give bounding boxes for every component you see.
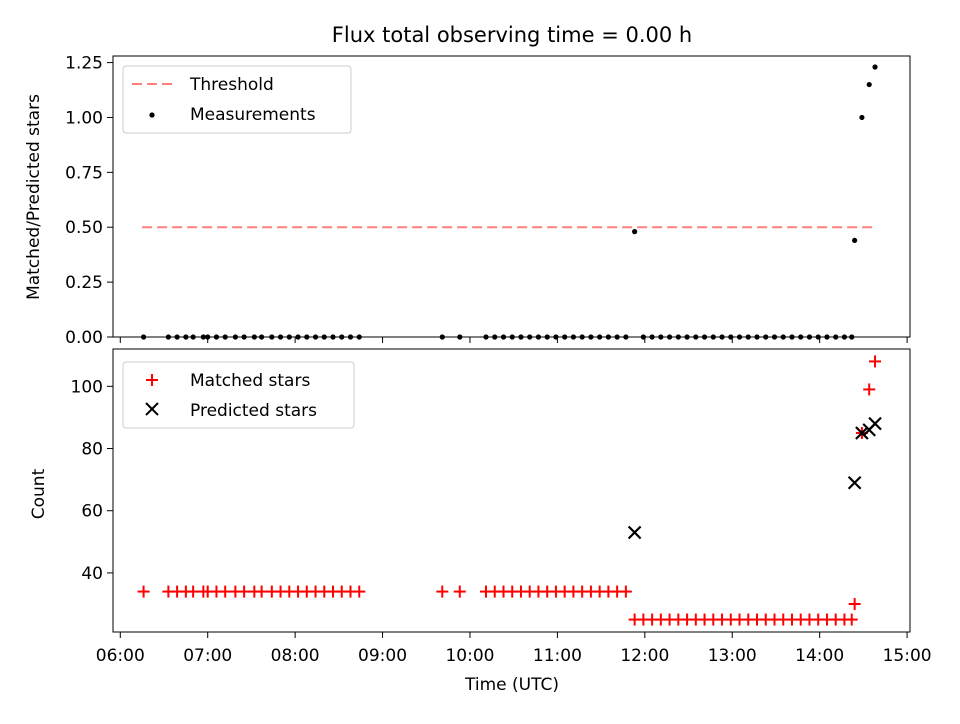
x-tick-label: 07:00 <box>183 646 232 666</box>
x-axis-label: Time (UTC) <box>464 675 559 695</box>
matched-star-point <box>453 585 466 598</box>
x-tick-label: 12:00 <box>620 646 669 666</box>
bottom-y-ticks: 40 60 80 100 <box>71 377 113 584</box>
legend-threshold-label: Threshold <box>189 75 274 95</box>
legend-matched-swatch <box>146 374 158 386</box>
top-y-tick-label: 0.75 <box>65 163 103 183</box>
x-tick-label: 09:00 <box>358 646 407 666</box>
matched-star-point <box>848 598 861 611</box>
predicted-star-point <box>627 525 642 540</box>
top-y-tick-label: 0.25 <box>65 273 103 293</box>
predicted-star-point <box>855 426 869 440</box>
bottom-y-tick-label: 40 <box>81 564 103 584</box>
matched-star-point <box>255 585 268 598</box>
bottom-y-tick-label: 80 <box>81 440 103 460</box>
top-y-tick-label: 0.00 <box>65 328 103 348</box>
matched-star-point <box>187 585 200 598</box>
bottom-y-axis-label: Count <box>29 468 49 519</box>
top-axes-frame <box>112 55 911 338</box>
top-y-tick-label: 1.00 <box>65 108 103 128</box>
x-tick-label: 15:00 <box>883 646 932 666</box>
x-tick-label: 06:00 <box>96 646 145 666</box>
predicted-star-point <box>847 475 862 490</box>
measurement-point <box>852 237 858 244</box>
measurement-point <box>859 114 865 121</box>
bottom-axes-frame <box>112 348 911 633</box>
legend-predicted-label: Predicted stars <box>190 401 317 421</box>
measurement-point <box>866 81 872 88</box>
count-points <box>137 355 882 626</box>
bottom-y-tick-label: 100 <box>71 377 103 397</box>
matched-star-point <box>863 383 876 396</box>
bottom-x-ticks: 06:00 07:00 08:00 09:00 10:00 11:00 12:00 13:00… <box>96 632 932 666</box>
top-y-tick-label: 1.25 <box>65 54 103 74</box>
x-tick-label: 08:00 <box>271 646 320 666</box>
measurement-point <box>632 229 638 235</box>
top-legend-box <box>122 65 352 134</box>
matched-star-point <box>436 585 449 598</box>
matched-star-point <box>353 585 366 598</box>
top-y-tick-label: 0.50 <box>65 218 103 238</box>
legend-measurements-label: Measurements <box>190 105 316 125</box>
legend-predicted-swatch <box>145 402 159 416</box>
bottom-plot: 40 60 80 100 06:00 07:00 08:00 09:00 10:00 11:00… <box>29 348 932 695</box>
bottom-y-tick-label: 60 <box>81 502 103 522</box>
top-y-axis-label: Matched/Predicted stars <box>24 94 44 300</box>
legend-measurements-swatch <box>149 112 155 118</box>
x-tick-label: 11:00 <box>533 646 582 666</box>
chart-title: Flux total observing time = 0.00 h <box>332 23 692 47</box>
top-legend: Threshold Measurements <box>122 65 352 134</box>
matched-star-point <box>845 613 858 626</box>
matched-star-point <box>869 355 882 368</box>
matched-star-point <box>238 585 251 598</box>
matched-star-point <box>219 585 232 598</box>
top-plot: 0.00 0.25 0.50 0.75 1.00 1.25 Matched/Predict… <box>24 54 911 348</box>
top-y-ticks: 0.00 0.25 0.50 0.75 1.00 1.25 <box>65 54 113 348</box>
matched-star-point <box>619 585 632 598</box>
measurement-point <box>872 64 878 70</box>
bottom-legend: Matched stars Predicted stars <box>122 361 355 429</box>
matched-star-point <box>137 585 150 598</box>
x-tick-label: 14:00 <box>795 646 844 666</box>
predicted-star-point <box>868 416 882 431</box>
legend-matched-label: Matched stars <box>190 371 310 391</box>
bottom-legend-box <box>122 361 355 429</box>
x-tick-label: 13:00 <box>708 646 757 666</box>
x-tick-label: 10:00 <box>445 646 494 666</box>
